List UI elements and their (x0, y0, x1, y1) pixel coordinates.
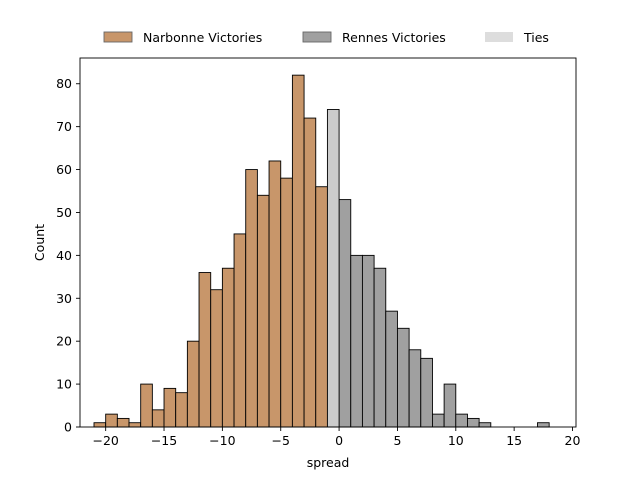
bar-narbonne-victories-13 (245, 169, 258, 428)
bar-narbonne-victories-11 (221, 267, 235, 428)
legend-item-narbonne-victories: Narbonne Victories (103, 30, 262, 45)
legend-swatch (302, 31, 332, 43)
y-tick-label: 70 (56, 119, 72, 134)
bar-rennes-victories-11 (467, 417, 480, 428)
bar-narbonne-victories-14 (256, 194, 270, 428)
bar-narbonne-victories-6 (163, 387, 177, 428)
histogram-bars (93, 74, 550, 428)
legend: Narbonne Victories Rennes Victories Ties (103, 30, 549, 45)
x-axis-label: spread (307, 455, 350, 470)
y-tick-label: 20 (56, 334, 72, 349)
y-tick-label: 50 (56, 205, 72, 220)
legend-item-ties: Ties (485, 30, 549, 45)
bar-narbonne-victories-8 (186, 340, 200, 428)
y-tick-label: 40 (56, 248, 72, 263)
legend-label: Rennes Victories (342, 30, 446, 45)
legend-swatch (485, 32, 513, 42)
x-tick-label: −15 (151, 433, 177, 448)
bar-rennes-victories-4 (385, 310, 398, 428)
legend-label: Narbonne Victories (143, 30, 262, 45)
x-tick-label: 5 (393, 433, 401, 448)
bar-narbonne-victories-3 (128, 422, 142, 428)
bar-narbonne-victories-5 (151, 409, 165, 428)
bar-rennes-victories-12 (478, 422, 492, 428)
bar-narbonne-victories-0 (93, 422, 107, 428)
y-axis-ticks: 0 10 20 30 40 50 60 70 80 (56, 76, 80, 435)
y-tick-label: 0 (64, 420, 72, 435)
x-tick-label: 0 (335, 433, 343, 448)
y-tick-label: 10 (56, 377, 72, 392)
legend-swatch (103, 31, 133, 43)
bar-rennes-victories-2 (361, 254, 375, 428)
bar-narbonne-victories-7 (175, 392, 188, 428)
bar-narbonne-victories-1 (105, 413, 118, 428)
y-tick-label: 80 (56, 76, 72, 91)
legend-label: Ties (523, 30, 549, 45)
legend-item-rennes-victories: Rennes Victories (302, 30, 446, 45)
bar-ties-0 (326, 109, 340, 428)
bar-narbonne-victories-12 (233, 233, 247, 428)
bar-rennes-victories-13 (537, 422, 550, 428)
bar-rennes-victories-7 (420, 357, 433, 428)
bar-rennes-victories-10 (455, 413, 468, 428)
bar-narbonne-victories-15 (268, 160, 282, 428)
bar-narbonne-victories-10 (210, 289, 223, 428)
x-tick-label: 20 (565, 433, 581, 448)
x-axis-ticks: −20 −15 −10 −5 0 5 10 15 20 (92, 427, 580, 448)
bar-narbonne-victories-18 (303, 117, 317, 428)
bar-narbonne-victories-4 (140, 383, 153, 428)
bar-rennes-victories-6 (408, 349, 422, 428)
bar-rennes-victories-5 (396, 327, 410, 428)
bar-rennes-victories-8 (432, 413, 445, 428)
x-tick-label: −5 (272, 433, 290, 448)
bar-rennes-victories-1 (350, 254, 363, 428)
bar-rennes-victories-3 (373, 267, 387, 428)
bar-narbonne-victories-9 (198, 272, 212, 428)
x-tick-label: 10 (448, 433, 464, 448)
plot-frame (79, 57, 577, 428)
bar-narbonne-victories-19 (315, 186, 328, 428)
bar-narbonne-victories-2 (116, 417, 130, 428)
x-tick-label: −20 (92, 433, 118, 448)
y-axis-label: Count (32, 224, 47, 261)
bar-rennes-victories-9 (443, 383, 457, 428)
bar-narbonne-victories-17 (291, 74, 305, 428)
bar-narbonne-victories-16 (280, 177, 293, 428)
y-tick-label: 60 (56, 162, 72, 177)
bar-rennes-victories-0 (338, 199, 352, 428)
x-tick-label: 15 (506, 433, 522, 448)
y-tick-label: 30 (56, 291, 72, 306)
x-tick-label: −10 (209, 433, 235, 448)
